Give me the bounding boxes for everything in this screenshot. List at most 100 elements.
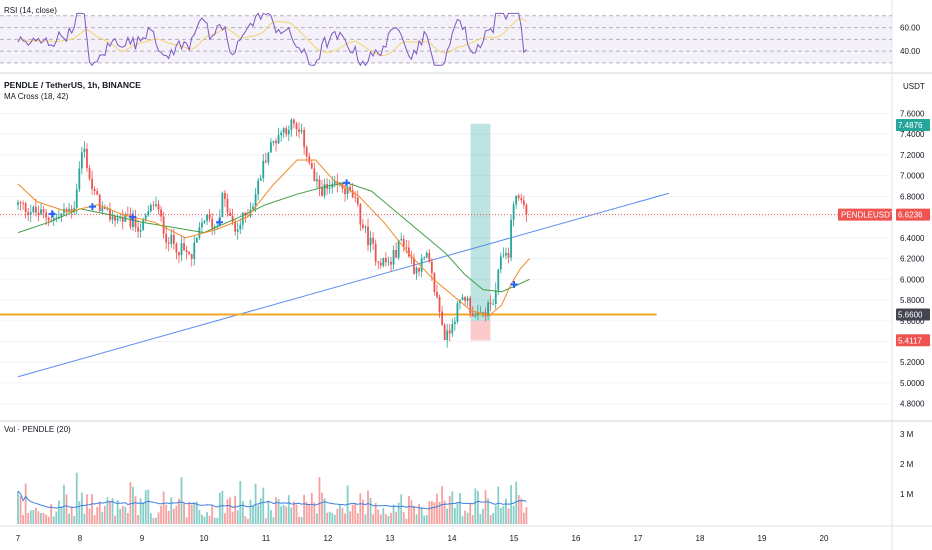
candle [137, 227, 139, 232]
volume-bar [132, 486, 134, 524]
volume-bar [405, 518, 408, 524]
candle [517, 195, 520, 199]
candle [441, 311, 443, 325]
volume-bar [129, 482, 132, 524]
volume-bar [323, 498, 326, 524]
volume-bar [229, 497, 231, 524]
candle [45, 212, 48, 218]
symbol-title[interactable]: PENDLE / TetherUS, 1h, BINANCE [4, 80, 141, 90]
volume-bar [418, 503, 420, 524]
volume-bar [407, 495, 410, 524]
candle [70, 208, 73, 212]
volume-bar [479, 514, 482, 524]
price-tag-last[interactable] [896, 208, 930, 221]
time-axis-label: 15 [510, 534, 519, 543]
volume-ma-line [17, 490, 527, 510]
volume-bar [221, 490, 224, 524]
candle [446, 330, 449, 341]
candle [405, 246, 408, 248]
candle [47, 217, 50, 221]
volume-bar [339, 503, 341, 524]
volume-bar [160, 505, 162, 524]
candle [407, 247, 410, 257]
volume-bar [277, 498, 280, 524]
volume-bar [497, 486, 500, 524]
candle [471, 313, 474, 317]
candle [397, 240, 400, 258]
symbol-name-tag[interactable] [838, 208, 892, 221]
rsi-tick-label: 60.00 [900, 24, 921, 33]
volume-label[interactable]: Vol · PENDLE (20) [4, 425, 71, 434]
candle [313, 168, 316, 182]
volume-bar [190, 504, 193, 524]
candle [42, 209, 45, 213]
volume-bar [175, 505, 178, 524]
volume-bar [287, 495, 290, 524]
price-tick-label: 5.6000 [900, 317, 925, 326]
volume-bar [505, 498, 507, 524]
volume-bar [218, 492, 221, 524]
volume-bar [193, 502, 196, 524]
price-tag-bottom[interactable] [896, 334, 930, 347]
volume-bar [285, 506, 288, 524]
volume-bar [236, 510, 239, 524]
candle [264, 160, 267, 163]
volume-bar [22, 514, 25, 524]
volume-bar [415, 514, 418, 524]
long-position-stop-zone[interactable] [470, 320, 491, 341]
volume-bar [430, 501, 433, 524]
indicator-label[interactable]: MA Cross (18, 42) [4, 92, 69, 101]
trendline[interactable] [17, 192, 670, 378]
volume-bar [29, 510, 32, 524]
volume-bar [75, 472, 78, 524]
candle [101, 207, 104, 212]
candle [382, 257, 385, 266]
candle [149, 205, 152, 212]
volume-bar [499, 507, 502, 524]
candle [234, 221, 237, 232]
candle [22, 203, 25, 205]
candle [520, 198, 523, 201]
currency-label[interactable]: USDT [903, 82, 925, 91]
candle [395, 249, 398, 258]
volume-bar [226, 499, 229, 524]
candle [183, 243, 185, 251]
candle [402, 239, 405, 247]
volume-bar [170, 497, 173, 524]
candle [420, 258, 423, 272]
candle [139, 229, 142, 232]
price-tag-top[interactable] [896, 119, 930, 132]
volume-bar [24, 483, 27, 524]
price-tag-support[interactable] [896, 308, 930, 321]
candle [24, 203, 27, 212]
long-position-target-zone[interactable] [470, 123, 491, 321]
volume-bar [78, 501, 81, 524]
volume-bar [201, 514, 203, 524]
volume-bar [42, 513, 45, 524]
volume-bar [459, 493, 461, 524]
rsi-panel[interactable]: 60.00 40.00 RSI (14, close) [0, 6, 921, 67]
candle [119, 217, 122, 219]
candle [29, 212, 32, 215]
time-axis[interactable]: 7 8 9 10 11 12 13 14 15 16 17 18 19 20 [16, 534, 829, 543]
rsi-label[interactable]: RSI (14, close) [4, 6, 57, 15]
volume-bar [264, 518, 267, 524]
candle [198, 227, 201, 238]
candle [400, 239, 403, 241]
candle [17, 202, 19, 205]
candle [323, 184, 326, 196]
candle [451, 324, 454, 334]
candle [211, 218, 214, 229]
candle [147, 211, 150, 216]
candle [295, 123, 298, 130]
candle [305, 147, 308, 157]
price-panel[interactable]: PENDLE / TetherUS, 1h, BINANCE MA Cross … [0, 80, 930, 409]
candle [152, 205, 155, 206]
price-tick-label: 6.4000 [900, 234, 925, 243]
volume-bar [321, 492, 323, 524]
volume-bar [507, 508, 510, 524]
candle [75, 189, 78, 208]
volume-panel[interactable]: Vol · PENDLE (20) 3 M 2 M 1 M [4, 425, 914, 524]
